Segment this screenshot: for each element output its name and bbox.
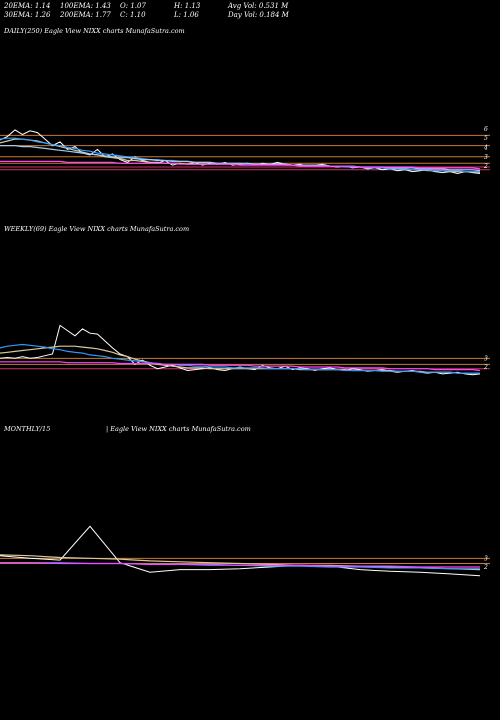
y-tick-label: 5 [484,135,488,142]
monthly-pane-label: MONTHLY/15 | Eagle View NIXX charts Muna… [4,425,251,433]
series-line-0 [0,324,481,376]
daily-chart: 6 5 4 3 2 [0,126,490,175]
ema30-value: 30EMA: 1.26 [4,11,51,19]
daily-pane-label: DAILY(250) Eagle View NIXX charts Munafa… [4,27,185,35]
weekly-chart: 32 [0,324,490,376]
series-line-3 [0,361,481,372]
y-tick-label: 4 [483,145,488,152]
day-vol-value: Day Vol: 0.184 M [228,11,289,19]
monthly-pane-label-period: MONTHLY/15 [4,425,51,433]
series-line-2 [0,343,480,374]
y-tick-label: 3 [484,154,488,161]
y-tick-label: 2 [483,564,488,571]
monthly-pane-label-source: | Eagle View NIXX charts MunafaSutra.com [106,425,251,433]
close-value: C: 1.10 [120,11,146,19]
y-tick-label: 6 [484,126,488,133]
avg-vol-value: Avg Vol: 0.531 M [228,2,289,10]
ema200-value: 200EMA: 1.77 [60,11,111,19]
open-value: O: 1.07 [120,2,146,10]
low-value: L: 1.06 [174,11,199,19]
y-tick-label: 2 [483,163,488,170]
series-line-3 [0,145,481,172]
ema100-value: 100EMA: 1.43 [60,2,111,10]
ema20-value: 20EMA: 1.14 [4,2,51,10]
weekly-pane-label: WEEKLY(69) Eagle View NIXX charts Munafa… [4,225,190,233]
series-line-1 [0,554,481,571]
series-line-0 [0,525,481,577]
series-line-4 [0,160,481,170]
y-tick-label: 3 [484,555,488,562]
monthly-chart: 32 [0,525,490,577]
series-line-3 [0,562,480,568]
y-tick-label: 2 [483,364,488,371]
high-value: H: 1.13 [174,2,201,10]
y-tick-label: 3 [484,355,488,362]
